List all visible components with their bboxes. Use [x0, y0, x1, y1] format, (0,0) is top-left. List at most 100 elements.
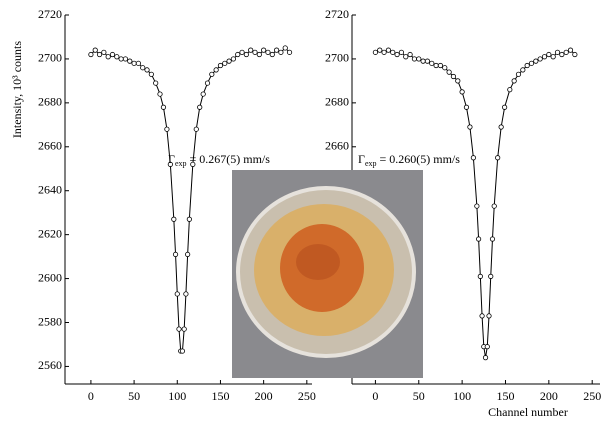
data-point	[470, 155, 476, 161]
data-point	[446, 69, 452, 75]
x-tick-label: 250	[298, 389, 316, 403]
data-point	[213, 67, 219, 73]
data-point	[424, 58, 431, 64]
data-point	[179, 348, 186, 354]
data-point	[502, 104, 508, 110]
data-point	[157, 91, 163, 97]
data-point	[533, 58, 539, 64]
data-point	[411, 56, 418, 62]
data-point	[474, 203, 480, 209]
annotation-text: = 0.260(5) mm/s	[380, 152, 461, 166]
data-point	[433, 62, 439, 69]
data-point	[546, 51, 552, 58]
data-point	[489, 236, 496, 242]
data-point	[541, 54, 548, 60]
data-point	[567, 47, 574, 53]
data-point	[286, 49, 293, 55]
data-point	[230, 56, 237, 62]
data-point	[477, 273, 483, 279]
annotation-subscript: exp	[365, 159, 377, 168]
data-point	[491, 203, 497, 209]
data-point	[559, 51, 565, 58]
data-point	[572, 51, 578, 58]
data-point	[252, 49, 258, 55]
y-tick-label: 2680	[325, 95, 349, 109]
data-point	[204, 80, 211, 86]
data-point	[420, 58, 426, 64]
data-point	[524, 62, 530, 69]
data-point	[429, 60, 435, 66]
data-point	[148, 71, 154, 77]
data-point	[563, 49, 569, 55]
data-point	[183, 291, 189, 297]
photo-inset	[232, 170, 423, 378]
y-tick-label: 2580	[38, 314, 62, 328]
data-point	[507, 87, 513, 93]
y-tick-label: 2560	[38, 358, 62, 372]
data-point	[222, 60, 228, 66]
data-point	[226, 58, 232, 64]
y-tick-label: 2660	[38, 139, 62, 153]
data-point	[407, 51, 413, 58]
data-point	[450, 73, 457, 80]
y-axis-label: Intensity, 10³ counts	[10, 41, 24, 138]
data-point	[96, 51, 103, 58]
y-tick-label: 2680	[38, 95, 62, 109]
data-point	[114, 54, 120, 60]
data-point	[398, 49, 405, 55]
data-point	[482, 355, 489, 361]
data-point	[498, 124, 504, 130]
data-point	[403, 54, 409, 60]
y-tick-label: 2700	[38, 51, 62, 65]
data-point	[172, 251, 179, 258]
sample-spot	[296, 244, 340, 280]
x-tick-label: 100	[453, 389, 471, 403]
data-point	[209, 71, 215, 77]
data-point	[479, 313, 485, 319]
data-point	[265, 49, 271, 55]
data-point	[554, 49, 561, 55]
x-tick-label: 50	[413, 389, 425, 403]
data-point	[273, 47, 280, 53]
x-tick-label: 0	[372, 389, 378, 403]
data-point	[101, 49, 107, 55]
data-point	[484, 344, 490, 350]
data-point	[122, 56, 129, 62]
data-point	[174, 291, 180, 297]
data-point	[261, 47, 267, 53]
data-point	[164, 126, 170, 132]
data-point	[372, 49, 379, 55]
data-point	[385, 47, 392, 53]
data-point	[185, 251, 191, 258]
y-tick-label: 2720	[325, 7, 349, 21]
data-point	[200, 91, 206, 97]
data-point	[92, 47, 98, 53]
data-point	[511, 78, 517, 84]
data-point	[455, 78, 461, 84]
data-point	[135, 60, 142, 66]
y-tick-label: 2640	[38, 182, 62, 196]
data-point	[459, 89, 465, 95]
data-point	[153, 80, 159, 86]
x-tick-label: 150	[211, 389, 229, 403]
x-tick-label: 200	[540, 389, 558, 403]
data-point	[193, 126, 199, 132]
data-point	[282, 45, 288, 51]
data-point	[416, 56, 422, 62]
data-point	[381, 49, 387, 55]
data-point	[515, 71, 522, 77]
annotation: Γexp = 0.267(5) mm/s	[168, 152, 270, 168]
data-point	[131, 60, 137, 66]
data-point	[197, 104, 203, 110]
annotation: Γexp = 0.260(5) mm/s	[358, 152, 460, 168]
data-point	[269, 51, 275, 58]
data-point	[390, 49, 396, 55]
data-point	[235, 51, 241, 58]
data-point	[217, 62, 224, 69]
x-tick-label: 200	[255, 389, 273, 403]
data-point	[248, 47, 254, 53]
data-point	[278, 49, 284, 55]
y-tick-label: 2620	[38, 226, 62, 240]
y-tick-label: 2660	[325, 139, 349, 153]
